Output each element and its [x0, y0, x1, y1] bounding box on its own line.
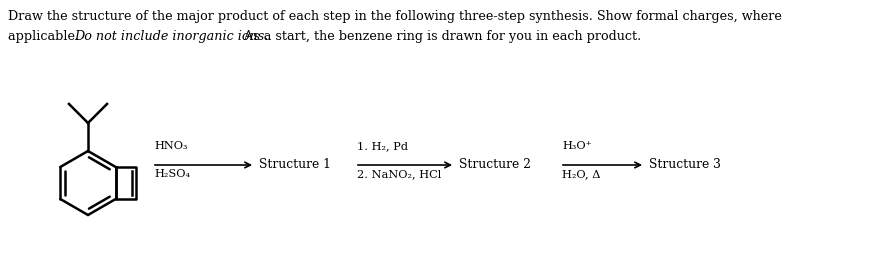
Text: applicable.: applicable. [8, 30, 83, 43]
Text: Structure 1: Structure 1 [258, 158, 331, 172]
Text: H₂SO₄: H₂SO₄ [154, 169, 190, 179]
Text: Draw the structure of the major product of each step in the following three-step: Draw the structure of the major product … [8, 10, 781, 23]
Text: Structure 2: Structure 2 [459, 158, 530, 172]
Text: 2. NaNO₂, HCl: 2. NaNO₂, HCl [357, 169, 441, 179]
Text: HNO₃: HNO₃ [154, 141, 187, 151]
Text: Structure 3: Structure 3 [648, 158, 720, 172]
Text: As a start, the benzene ring is drawn for you in each product.: As a start, the benzene ring is drawn fo… [240, 30, 640, 43]
Text: Do not include inorganic ions.: Do not include inorganic ions. [74, 30, 268, 43]
Text: 1. H₂, Pd: 1. H₂, Pd [357, 141, 408, 151]
Text: H₃O⁺: H₃O⁺ [561, 141, 591, 151]
Text: H₂O, Δ: H₂O, Δ [561, 169, 600, 179]
